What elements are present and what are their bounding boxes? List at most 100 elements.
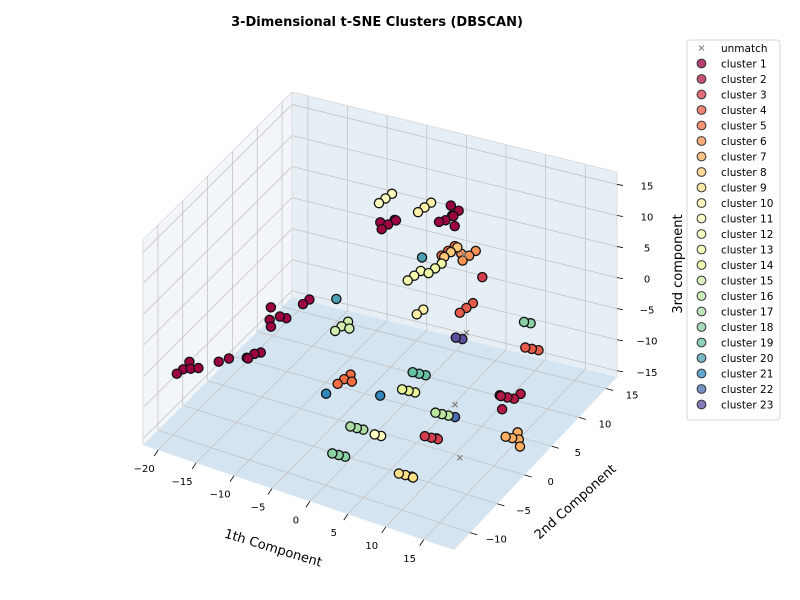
legend-marker (696, 136, 707, 146)
point-cluster-10 (412, 206, 424, 218)
x-gridline (423, 368, 586, 541)
legend-marker (696, 306, 707, 317)
z-tick-mark (616, 246, 624, 248)
point-cluster-18 (518, 316, 530, 328)
point-cluster-4 (454, 307, 466, 319)
legend-marker (696, 275, 707, 286)
legend: unmatch cluster 1 cluster 2 cluster 3 cluste… (686, 39, 781, 421)
legend-label: cluster 12 (721, 229, 773, 241)
legend-marker (696, 120, 707, 131)
legend-label: cluster 9 (721, 183, 767, 195)
z-tick-mark (616, 215, 624, 217)
point-cluster-1 (449, 220, 460, 232)
point-cluster-1 (193, 362, 204, 374)
x-tick-label: −15 (172, 477, 193, 488)
x-tick-label: 10 (365, 541, 378, 552)
y-tick-label: 10 (599, 419, 612, 430)
y-tick-label: 15 (626, 391, 639, 402)
point-cluster-5 (332, 378, 343, 390)
point-cluster-20 (416, 252, 428, 263)
point-cluster-1 (376, 223, 387, 235)
point-cluster-7 (514, 441, 526, 452)
point-cluster-20 (331, 293, 342, 305)
legend-label: cluster 6 (721, 136, 767, 148)
y-tick-mark (524, 474, 532, 478)
x-tick-mark (267, 488, 273, 495)
point-cluster-1 (390, 215, 402, 226)
legend-marker (696, 399, 707, 410)
point-cluster-1 (448, 210, 459, 222)
legend-label: cluster 1 (721, 59, 767, 71)
legend-label: cluster 16 (721, 291, 774, 303)
x-gridline (233, 320, 388, 477)
legend-label: cluster 21 (721, 369, 773, 381)
point-cluster-1 (223, 353, 235, 364)
z-gridline (291, 197, 618, 278)
legend-label: cluster 23 (721, 400, 773, 412)
legend-marker (696, 105, 707, 115)
point-cluster-21 (374, 390, 386, 401)
z-axis-label: 3rd component (671, 214, 686, 313)
x-tick-label: −20 (134, 464, 155, 475)
legend-label: cluster 19 (721, 338, 773, 350)
point-cluster-21 (320, 388, 332, 399)
legend-marker-unmatch (698, 45, 705, 51)
x-tick-label: 0 (293, 515, 299, 526)
y-tick-label: −10 (486, 535, 507, 546)
point-cluster-1 (265, 321, 277, 332)
point-cluster-14 (396, 384, 408, 395)
legend-marker (696, 198, 707, 208)
legend-marker (696, 213, 707, 224)
point-cluster-1 (297, 298, 309, 310)
z-tick-mark (616, 277, 624, 280)
legend-label: cluster 2 (721, 74, 767, 86)
point-cluster-1 (433, 216, 445, 228)
point-cluster-7 (500, 431, 511, 442)
z-gridline (291, 228, 618, 310)
point-cluster-13 (423, 267, 434, 279)
z-tick-mark (616, 308, 624, 311)
legend-marker (696, 260, 707, 270)
x-axis-label: 1th Component (222, 527, 323, 571)
legend-marker (696, 151, 707, 162)
point-cluster-1 (171, 368, 183, 379)
point-cluster-3 (477, 271, 488, 283)
side-pane (143, 92, 292, 445)
z-tick-label: 10 (641, 212, 654, 223)
legend-label: cluster 5 (721, 121, 767, 133)
point-unmatch (456, 454, 463, 461)
point-cluster-1 (265, 302, 277, 313)
point-cluster-17 (345, 421, 356, 432)
legend-label: cluster 10 (721, 198, 773, 210)
point-unmatch (452, 401, 458, 408)
axes-ticks: −20 −15 −10 −5 0 5 10 15 −10 −5 0 5 10 15 −15 −10 −5 0 5 10… (134, 181, 658, 564)
x-tick-mark (191, 462, 197, 470)
z-gridline (291, 259, 618, 341)
z-gridline (142, 259, 293, 409)
point-cluster-15 (329, 325, 341, 337)
legend-marker (696, 167, 707, 177)
y-tick-mark (551, 445, 559, 449)
point-cluster-23 (450, 332, 462, 343)
back-pane (292, 92, 617, 377)
y-tick-label: 0 (547, 477, 553, 488)
legend-marker (696, 74, 707, 84)
legend-marker (696, 353, 707, 363)
z-tick-label: −15 (636, 368, 657, 379)
z-gridline (142, 104, 293, 253)
z-gridline (291, 290, 618, 372)
x-tick-label: 5 (331, 528, 337, 539)
point-cluster-16 (430, 407, 441, 418)
data-points (171, 188, 544, 483)
pane-edge (142, 91, 293, 241)
chart-title: 3-Dimensional t-SNE Clusters (DBSCAN) (231, 15, 523, 30)
z-tick-mark (616, 370, 624, 373)
point-cluster-1 (445, 200, 457, 211)
x-gridline (157, 300, 309, 451)
point-cluster-15 (344, 323, 355, 334)
point-cluster-1 (274, 311, 286, 322)
z-gridline (142, 197, 293, 346)
legend-label: cluster 17 (721, 307, 773, 319)
y-tick-label: 5 (575, 448, 581, 459)
z-gridline (142, 166, 293, 315)
